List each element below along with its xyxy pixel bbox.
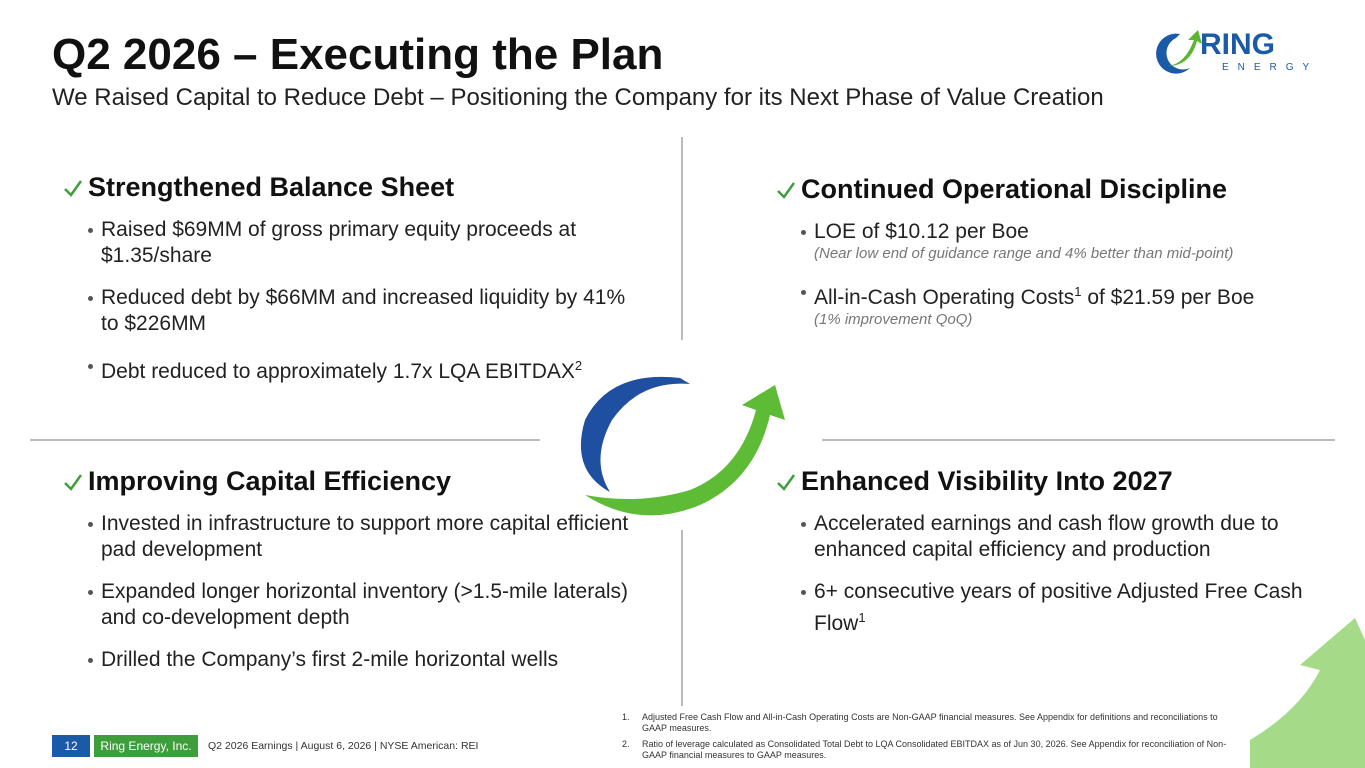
bullet-content: Drilled the Company’s first 2-mile horiz… — [101, 647, 558, 673]
bullet-dot — [801, 230, 806, 235]
footnote: 1. Adjusted Free Cash Flow and All-in-Cas… — [622, 712, 1232, 734]
page-number: 12 — [52, 735, 90, 757]
logo-arrow — [1168, 30, 1202, 66]
bullet-dot — [88, 228, 93, 233]
bullet-content: Expanded longer horizontal inventory (>1… — [101, 579, 642, 631]
bullet-line: Reduced debt by $66MM and increased liqu… — [101, 285, 642, 337]
subtitle: We Raised Capital to Reduce Debt – Posit… — [52, 84, 1104, 111]
bullet-line: Debt reduced to approximately 1.7x LQA E… — [101, 353, 582, 385]
company: Ring Energy, Inc. — [94, 735, 198, 757]
bullet: Invested in infrastructure to support mo… — [88, 511, 642, 563]
heading-text: Enhanced Visibility Into 2027 — [801, 466, 1173, 496]
bullet-content: Invested in infrastructure to support mo… — [101, 511, 642, 563]
bullet-dot — [88, 364, 93, 369]
footnote-number: 1. — [622, 712, 630, 722]
bullet-note: (1% improvement QoQ) — [814, 311, 973, 328]
quadrant-heading: Strengthened Balance Sheet — [62, 172, 642, 203]
bullet: Raised $69MM of gross primary equity pro… — [88, 217, 642, 269]
bullet-line: Expanded longer horizontal inventory (>1… — [101, 579, 642, 631]
bullet-line: Accelerated earnings and cash flow growt… — [814, 511, 1355, 563]
bullet: Reduced debt by $66MM and increased liqu… — [88, 285, 642, 337]
bullet-content: Accelerated earnings and cash flow growt… — [814, 511, 1355, 563]
footnote-number: 2. — [622, 739, 630, 749]
bullet-dot — [801, 590, 806, 595]
quadrant-heading: Enhanced Visibility Into 2027 — [775, 466, 1355, 497]
footnote-text: Ratio of leverage calculated as Consolid… — [642, 739, 1227, 760]
logo-tagline: ENERGY — [1222, 62, 1318, 73]
bullet-dot — [801, 522, 806, 527]
superscript: 1 — [858, 610, 866, 625]
cycle-green — [585, 385, 785, 516]
check-icon — [64, 473, 83, 491]
logo-mark — [1156, 33, 1190, 74]
bullet-line: 6+ consecutive years of positive Adjuste… — [814, 579, 1355, 637]
bullet-text: Invested in infrastructure to support mo… — [101, 512, 629, 561]
quadrant: Strengthened Balance Sheet Raised $69MM o… — [62, 172, 642, 401]
bullet-note: (Near low end of guidance range and 4% b… — [814, 245, 1234, 262]
bullet-text: Reduced debt by $66MM and increased liqu… — [101, 286, 626, 335]
bullet: Accelerated earnings and cash flow growt… — [801, 511, 1355, 563]
bullet: Debt reduced to approximately 1.7x LQA E… — [88, 353, 642, 385]
bullet-text: of $21.59 per Boe — [1081, 286, 1255, 309]
bullet-content: LOE of $10.12 per Boe (Near low end of gu… — [814, 219, 1233, 263]
footnote: 2. Ratio of leverage calculated as Consol… — [622, 739, 1232, 761]
bullet-content: All-in-Cash Operating Costs1 of $21.59 p… — [814, 279, 1254, 329]
bullet-text: Drilled the Company’s first 2-mile horiz… — [101, 648, 559, 671]
bullet-dot — [88, 522, 93, 527]
bullet-line: All-in-Cash Operating Costs1 of $21.59 p… — [814, 279, 1254, 311]
bullet-content: 6+ consecutive years of positive Adjuste… — [814, 579, 1355, 637]
quadrant: Improving Capital Efficiency Invested in … — [62, 466, 642, 689]
footer-info: Q2 2026 Earnings | August 6, 2026 | NYSE… — [208, 740, 479, 752]
bullet-dot — [88, 658, 93, 663]
bullet-text: Raised $69MM of gross primary equity pro… — [101, 218, 577, 267]
heading-text: Improving Capital Efficiency — [88, 466, 452, 496]
check-icon — [777, 181, 796, 199]
bullet-content: Raised $69MM of gross primary equity pro… — [101, 217, 642, 269]
bullet: All-in-Cash Operating Costs1 of $21.59 p… — [801, 279, 1355, 329]
bullet-content: Debt reduced to approximately 1.7x LQA E… — [101, 353, 582, 385]
bullet: Expanded longer horizontal inventory (>1… — [88, 579, 642, 631]
superscript: 2 — [574, 358, 583, 373]
bullet-dot — [88, 590, 93, 595]
check-icon — [777, 473, 796, 491]
bullet-text: 6+ consecutive years of positive Adjuste… — [814, 580, 1303, 635]
bullet: 6+ consecutive years of positive Adjuste… — [801, 579, 1355, 637]
superscript: 1 — [1074, 284, 1082, 299]
bullet-line: Raised $69MM of gross primary equity pro… — [101, 217, 642, 269]
quadrant: Continued Operational Discipline LOE of $… — [775, 174, 1355, 345]
bullet-text: Accelerated earnings and cash flow growt… — [814, 512, 1279, 561]
bullet-line: Invested in infrastructure to support mo… — [101, 511, 642, 563]
heading-text: Continued Operational Discipline — [801, 174, 1228, 204]
bullet-text: Expanded longer horizontal inventory (>1… — [101, 580, 629, 629]
check-icon — [64, 179, 83, 197]
bullet-dot — [88, 296, 93, 301]
quadrant: Enhanced Visibility Into 2027 Accelerated… — [775, 466, 1355, 653]
logo-name: RING — [1200, 28, 1275, 61]
bullet-line: Drilled the Company’s first 2-mile horiz… — [101, 647, 558, 673]
footnote-text: Adjusted Free Cash Flow and All-in-Cash … — [642, 712, 1218, 733]
bullet: Drilled the Company’s first 2-mile horiz… — [88, 647, 642, 673]
title: Q2 2026 – Executing the Plan — [52, 30, 664, 79]
logo: RING ENERGY — [1156, 28, 1318, 74]
bullet-line: LOE of $10.12 per Boe — [814, 219, 1233, 245]
bullet-content: Reduced debt by $66MM and increased liqu… — [101, 285, 642, 337]
quadrant-heading: Continued Operational Discipline — [775, 174, 1355, 205]
bullet-dot — [801, 290, 806, 295]
corner-arrow — [1250, 618, 1365, 768]
heading-text: Strengthened Balance Sheet — [88, 172, 455, 202]
bullet-text: LOE of $10.12 per Boe — [814, 220, 1029, 243]
cycle-blue — [580, 376, 690, 492]
bullet-text: All-in-Cash Operating Costs — [814, 286, 1075, 309]
quadrant-heading: Improving Capital Efficiency — [62, 466, 642, 497]
bullet: LOE of $10.12 per Boe (Near low end of gu… — [801, 219, 1355, 263]
bullet-text: Debt reduced to approximately 1.7x LQA E… — [101, 360, 575, 383]
